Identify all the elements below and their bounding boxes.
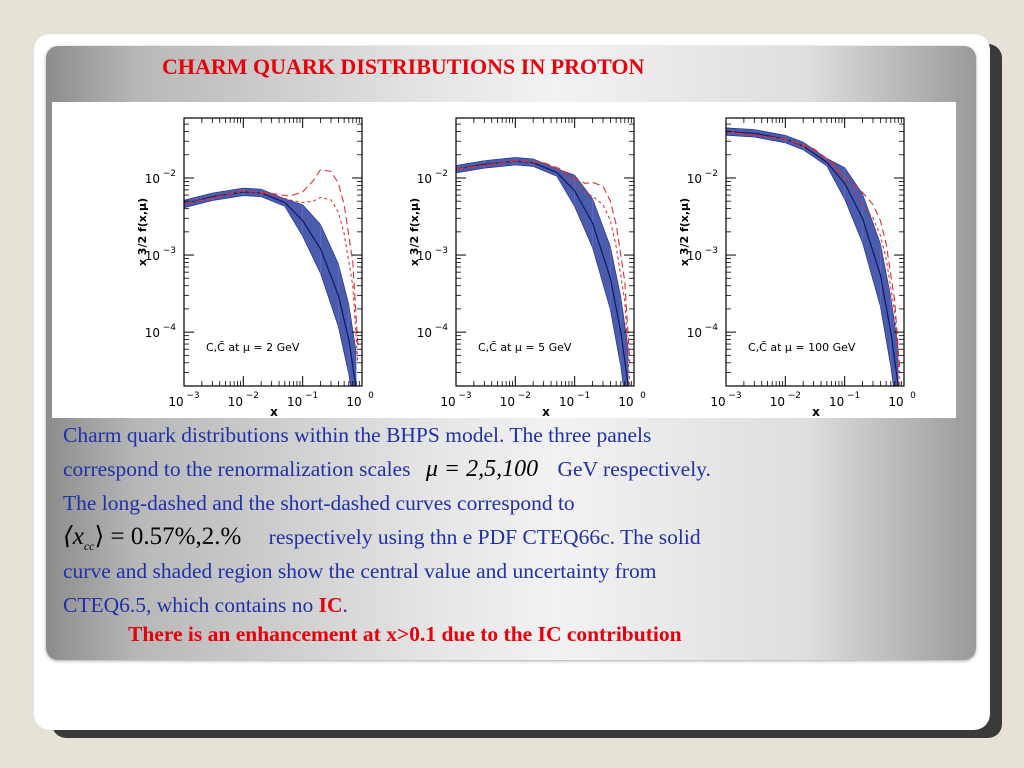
caption-line-2: correspond to the renormalization scales… <box>63 452 711 486</box>
caption-line-6: CTEQ6.5, which contains no IC. <box>63 588 348 622</box>
x-tick-exponent: −2 <box>518 391 531 401</box>
legend-text: C,C̄ at μ = 100 GeV <box>748 341 856 354</box>
y-tick-exponent: −2 <box>705 169 718 179</box>
y-tick-exponent: −4 <box>435 323 449 333</box>
x-tick-label: 10 <box>888 395 903 409</box>
x-tick-label: 10 <box>346 395 361 409</box>
plot-area <box>726 127 901 386</box>
long-dashed-curve <box>726 131 901 373</box>
caption-line-6-end: . <box>342 593 348 617</box>
y-tick-label: 10 <box>145 249 160 263</box>
y-tick-label: 10 <box>687 249 702 263</box>
x-tick-label: 10 <box>618 395 633 409</box>
x-tick-exponent: 0 <box>368 391 374 401</box>
panel-mu-100: 10 −3 10 −2 10 −1 10 010 −210 −310 −4xx 3/2 f(x,μ)… <box>678 117 916 419</box>
legend-text: C,C̄ at μ = 2 GeV <box>206 341 300 354</box>
x-tick-label: 10 <box>228 395 243 409</box>
figure-box: 10 −3 10 −2 10 −1 10 0 10 −2 10 −3 10 −4 x x 3/2 f(x,μ)… <box>52 102 956 419</box>
ic-highlight: IC <box>318 593 343 617</box>
y-tick-exponent: −3 <box>435 246 448 256</box>
short-dashed-curve <box>726 131 901 386</box>
x-tick-label: 10 <box>440 395 455 409</box>
caption-line-2-unit: GeV respectively. <box>557 457 711 481</box>
x-tick-label: 10 <box>770 395 785 409</box>
y-axis-label: x 3/2 f(x,μ) <box>678 198 691 266</box>
plot-area <box>456 157 631 386</box>
x-tick-label: 10 <box>168 395 183 409</box>
legend-text: C,C̄ at μ = 5 GeV <box>478 341 572 354</box>
caption-line-4: ⟨xcc⟩ = 0.57%,2.% respectively using thn… <box>63 520 701 563</box>
xcc-symbol: ⟨x <box>63 523 84 550</box>
x-tick-exponent: −2 <box>788 391 801 401</box>
x-tick-label: 10 <box>710 395 725 409</box>
caption-line-4-text: respectively using thn e PDF CTEQ66c. Th… <box>268 525 701 549</box>
plot-area <box>184 169 359 386</box>
x-tick-label: 10 <box>559 395 574 409</box>
long-dashed-curve <box>184 169 359 345</box>
caption-line-2-text: correspond to the renormalization scales <box>63 457 411 481</box>
xcc-formula: ⟨xcc⟩ = 0.57%,2.% <box>63 523 242 553</box>
x-axis-label: x <box>542 405 550 418</box>
x-tick-label: 10 <box>500 395 515 409</box>
central-curve <box>726 130 899 386</box>
caption-line-1: Charm quark distributions within the BHP… <box>63 423 652 447</box>
y-tick-exponent: −3 <box>163 246 176 256</box>
x-axis-label: x <box>812 405 820 418</box>
x-tick-exponent: 0 <box>910 391 916 401</box>
x-tick-label: 10 <box>287 395 302 409</box>
slide-title: CHARM QUARK DISTRIBUTIONS IN PROTON <box>162 54 645 79</box>
y-tick-label: 10 <box>687 326 702 340</box>
xcc-subscript: cc <box>83 539 95 553</box>
mu-formula: μ = 2,5,100 <box>425 456 539 482</box>
y-tick-exponent: −3 <box>705 246 718 256</box>
y-tick-exponent: −2 <box>435 169 448 179</box>
x-tick-exponent: 0 <box>640 391 646 401</box>
plot-frame <box>725 117 905 387</box>
uncertainty-band <box>184 187 357 386</box>
panel-mu-2: 10 −3 10 −2 10 −1 10 010 −210 −310 −4xx 3/2 f(x,μ)… <box>136 117 374 419</box>
x-tick-exponent: −1 <box>305 391 318 401</box>
x-tick-label: 10 <box>829 395 844 409</box>
x-tick-exponent: −1 <box>847 391 860 401</box>
y-tick-label: 10 <box>417 172 432 186</box>
uncertainty-band <box>726 127 899 386</box>
y-tick-exponent: −4 <box>705 323 719 333</box>
xcc-value: ⟩ = 0.57%,2.% <box>94 523 242 550</box>
conclusion-text: There is an enhancement at x>0.1 due to … <box>128 622 682 646</box>
x-tick-exponent: −1 <box>577 391 590 401</box>
y-tick-label: 10 <box>145 326 160 340</box>
caption-line-3: The long-dashed and the short-dashed cur… <box>63 491 575 515</box>
x-tick-exponent: −3 <box>728 391 741 401</box>
y-tick-label: 10 <box>417 249 432 263</box>
x-axis-label: x <box>270 405 278 418</box>
y-tick-label: 10 <box>417 326 432 340</box>
x-tick-exponent: −3 <box>186 391 199 401</box>
figure-panels: 10 −3 10 −2 10 −1 10 010 −210 −310 −4xx 3/2 f(x,μ)… <box>136 117 916 419</box>
y-axis-label: x 3/2 f(x,μ) <box>136 198 149 266</box>
y-axis-label: x 3/2 f(x,μ) <box>408 198 421 266</box>
plot-frame <box>455 117 635 387</box>
x-tick-exponent: −3 <box>458 391 471 401</box>
long-dashed-curve <box>456 160 631 363</box>
y-tick-label: 10 <box>145 172 160 186</box>
x-tick-exponent: −2 <box>246 391 259 401</box>
caption-line-5: curve and shaded region show the central… <box>63 559 657 583</box>
short-dashed-curve <box>184 190 359 363</box>
y-tick-exponent: −4 <box>163 323 177 333</box>
panel-mu-5: 10 −3 10 −2 10 −1 10 010 −210 −310 −4xx 3/2 f(x,μ)… <box>408 117 646 419</box>
uncertainty-band <box>456 157 629 386</box>
plot-frame <box>183 117 363 387</box>
y-tick-label: 10 <box>687 172 702 186</box>
y-tick-exponent: −2 <box>163 169 176 179</box>
caption-line-6-text: CTEQ6.5, which contains no <box>63 593 314 617</box>
